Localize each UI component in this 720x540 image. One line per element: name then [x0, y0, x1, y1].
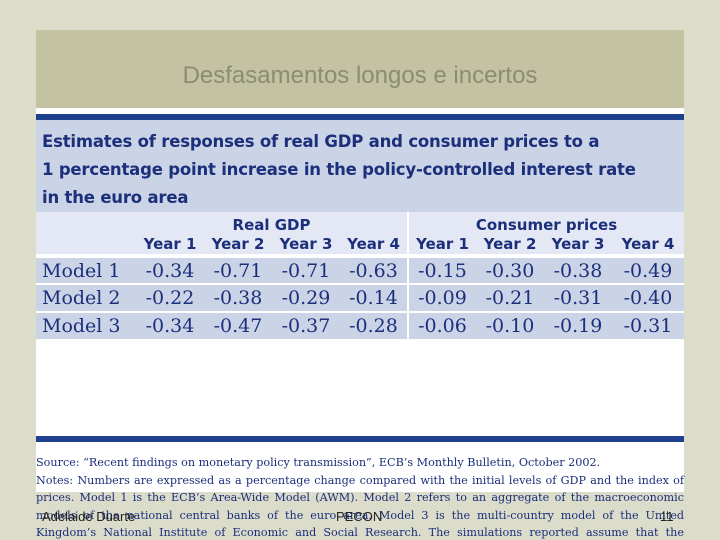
- table-cell: -0.38: [544, 256, 612, 285]
- footer-author: Adelaide Duarte: [42, 509, 136, 524]
- year-header: Year 1: [407, 234, 476, 258]
- year-header: Year 4: [340, 234, 408, 258]
- table-cell: -0.37: [272, 312, 340, 341]
- table-cell: -0.71: [272, 256, 340, 285]
- table-cell: -0.29: [272, 284, 340, 313]
- table-cell: -0.14: [340, 284, 408, 313]
- table-cell: -0.34: [136, 312, 204, 341]
- year-header: Year 3: [544, 234, 612, 258]
- footer-course: PECON: [336, 509, 383, 524]
- year-header: Year 2: [476, 234, 544, 258]
- year-header: Year 1: [136, 234, 204, 258]
- table-cell: -0.09: [407, 284, 476, 313]
- table-cell: -0.31: [612, 312, 684, 341]
- table-cell: -0.21: [476, 284, 544, 313]
- table-cell: -0.28: [340, 312, 408, 341]
- table-cell: -0.15: [407, 256, 476, 285]
- year-header: Year 4: [612, 234, 684, 258]
- table-cell: -0.47: [204, 312, 272, 341]
- table-cell: -0.10: [476, 312, 544, 341]
- source-line: Source: “Recent findings on monetary pol…: [36, 456, 601, 469]
- year-header-row: Year 1 Year 2 Year 3 Year 4 Year 1 Year …: [36, 234, 684, 258]
- figure-heading-text: Estimates of responses of real GDP and c…: [42, 128, 662, 212]
- table-cell: -0.71: [204, 256, 272, 285]
- table-cell: -0.22: [136, 284, 204, 313]
- figure-top-rule: [36, 114, 684, 120]
- slide: Desfasamentos longos e incertos Estimate…: [36, 30, 684, 539]
- table-cell: -0.30: [476, 256, 544, 285]
- heading-line-3: in the euro area: [42, 188, 189, 207]
- figure-bottom-rule: [36, 436, 684, 442]
- year-header: Year 3: [272, 234, 340, 258]
- table-figure: Estimates of responses of real GDP and c…: [36, 114, 684, 539]
- table-cell: -0.38: [204, 284, 272, 313]
- page-number: 11: [660, 509, 674, 524]
- group-header-row: Real GDP Consumer prices: [36, 212, 684, 234]
- table-cell: -0.49: [612, 256, 684, 285]
- table-row: Model 3 -0.34 -0.47 -0.37 -0.28 -0.06 -0…: [36, 312, 684, 341]
- year-header: Year 2: [204, 234, 272, 258]
- table-cell: -0.19: [544, 312, 612, 341]
- heading-line-2: 1 percentage point increase in the polic…: [42, 160, 636, 179]
- table-cell: -0.34: [136, 256, 204, 285]
- figure-notes: Source: “Recent findings on monetary pol…: [36, 454, 684, 540]
- title-band: Desfasamentos longos e incertos: [36, 30, 684, 108]
- slide-title: Desfasamentos longos e incertos: [182, 62, 538, 89]
- estimates-table: Real GDP Consumer prices Year 1 Year 2 Y…: [36, 212, 684, 341]
- table-row: Model 1 -0.34 -0.71 -0.71 -0.63 -0.15 -0…: [36, 256, 684, 285]
- table-cell: -0.40: [612, 284, 684, 313]
- group-header-consumer-prices: Consumer prices: [407, 212, 684, 234]
- figure-heading: Estimates of responses of real GDP and c…: [36, 120, 684, 212]
- header-corner: [36, 212, 136, 234]
- group-header-real-gdp: Real GDP: [136, 212, 408, 234]
- header-corner-2: [36, 234, 136, 258]
- heading-line-1: Estimates of responses of real GDP and c…: [42, 132, 600, 151]
- model-label: Model 1: [36, 256, 136, 285]
- table-cell: -0.63: [340, 256, 408, 285]
- notes-text: Notes: Numbers are expressed as a percen…: [36, 473, 684, 540]
- table-row: Model 2 -0.22 -0.38 -0.29 -0.14 -0.09 -0…: [36, 284, 684, 313]
- table-cell: -0.06: [407, 312, 476, 341]
- table-cell: -0.31: [544, 284, 612, 313]
- model-label: Model 3: [36, 312, 136, 341]
- model-label: Model 2: [36, 284, 136, 313]
